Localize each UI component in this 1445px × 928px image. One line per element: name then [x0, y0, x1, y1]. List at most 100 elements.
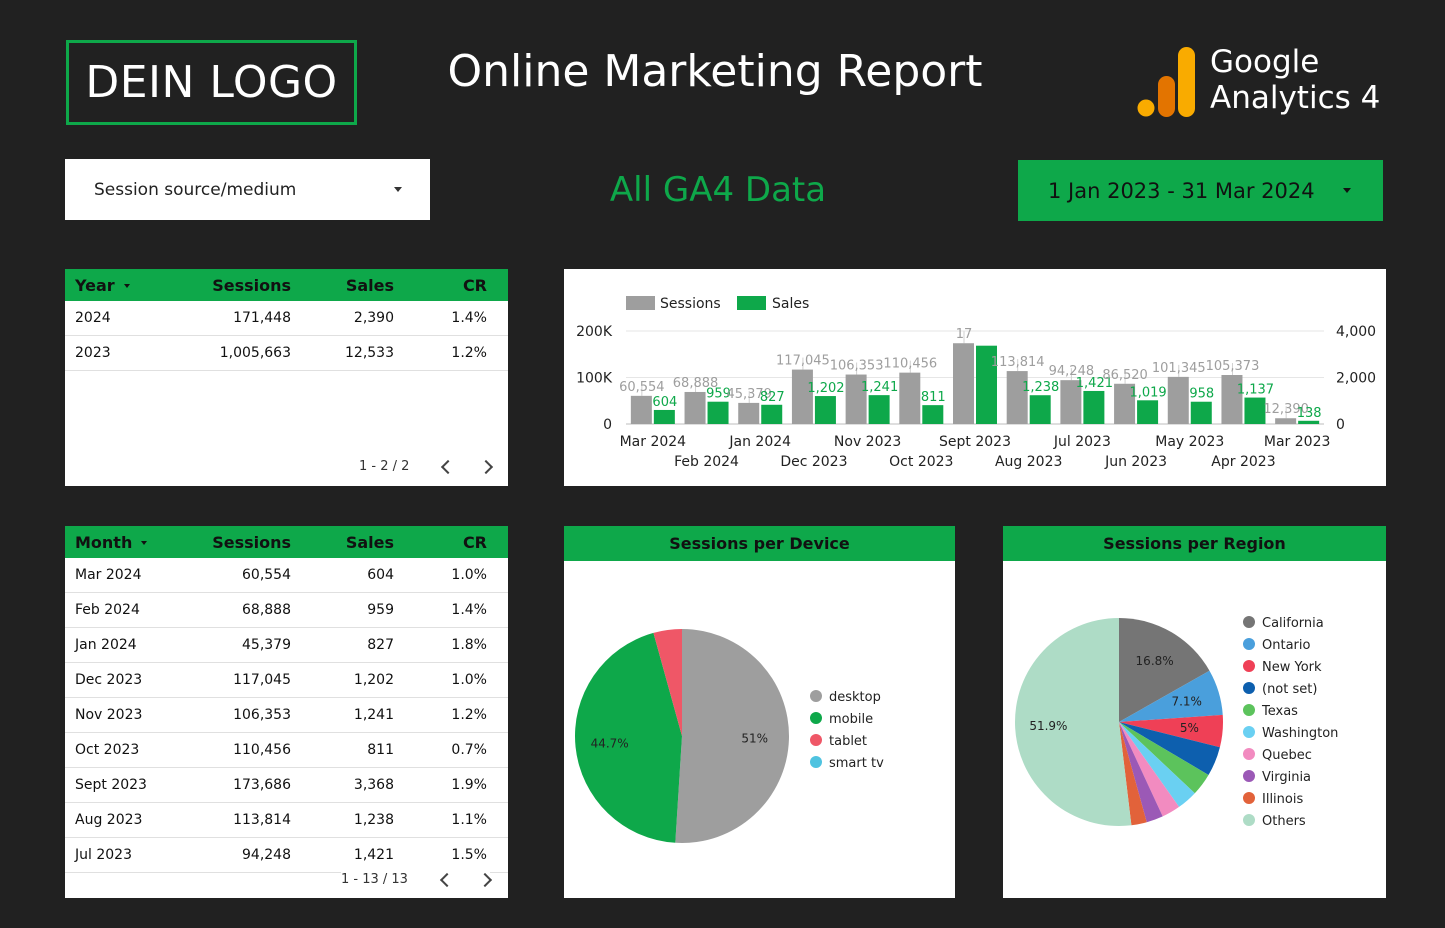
table-cell: 1.9%	[451, 777, 487, 793]
table-cell: 117,045	[233, 672, 291, 688]
pagination-label: 1 - 13 / 13	[341, 872, 408, 887]
data-label-sales: 604	[652, 395, 677, 410]
data-label-sales: 958	[1189, 387, 1214, 402]
data-label-sessions: 101,345	[1152, 361, 1206, 376]
session-source-medium-dropdown[interactable]: Session source/medium	[65, 159, 430, 220]
pie-slice-new-york[interactable]	[1119, 714, 1223, 748]
bar-sales[interactable]	[1029, 395, 1051, 424]
data-label-sales: 811	[921, 390, 946, 405]
sort-caret-icon	[123, 284, 130, 288]
pie-slice--not-set-[interactable]	[1119, 722, 1220, 775]
table-cell: 1.1%	[451, 812, 487, 828]
pie-slice-california[interactable]	[1119, 618, 1210, 722]
table-cell: Jul 2023	[75, 847, 132, 863]
table-cell: Mar 2024	[75, 567, 142, 583]
bar-sales[interactable]	[761, 404, 783, 424]
legend-label: Virginia	[1262, 770, 1311, 785]
bar-sales[interactable]	[653, 409, 675, 424]
pie-slice-texas[interactable]	[1119, 722, 1209, 794]
chevron-right-icon[interactable]	[479, 459, 494, 474]
bar-sessions[interactable]	[684, 391, 706, 424]
legend-label: mobile	[829, 712, 873, 727]
logo-placeholder: DEIN LOGO	[66, 40, 357, 125]
column-header-sales[interactable]: Sales	[345, 275, 394, 295]
pie-slice-washington[interactable]	[1119, 722, 1195, 807]
table-cell: 45,379	[242, 637, 291, 653]
pie-slice-label: 44.7%	[591, 737, 629, 751]
bar-sessions[interactable]	[1114, 383, 1136, 424]
column-header-cr[interactable]: CR	[462, 275, 487, 295]
bar-sessions[interactable]	[630, 395, 652, 424]
pie-slice-ontario[interactable]	[1119, 670, 1223, 722]
bar-sessions[interactable]	[1060, 380, 1082, 424]
pie-slice-label: 51%	[741, 731, 768, 745]
table-cell: Nov 2023	[75, 707, 143, 723]
table-cell: 1.2%	[451, 707, 487, 723]
date-range-label: 1 Jan 2023 - 31 Mar 2024	[1048, 178, 1315, 203]
table-cell: 0.7%	[451, 742, 487, 758]
data-label-sales: 1,019	[1129, 385, 1166, 400]
chart-legend: Sessions Sales	[626, 296, 809, 312]
table-cell: 3,368	[353, 777, 394, 793]
column-header-year[interactable]: Year	[65, 276, 185, 295]
data-label-sessions: 12,390	[1263, 402, 1309, 417]
x-tick-label: Nov 2023	[834, 434, 901, 450]
chevron-left-icon[interactable]	[441, 459, 456, 474]
data-label-sessions: 94,248	[1049, 364, 1095, 379]
bar-sessions[interactable]	[1275, 418, 1297, 424]
pie-slice-others[interactable]	[1015, 618, 1132, 826]
table-cell: 811	[367, 742, 394, 758]
bar-sales[interactable]	[1190, 401, 1212, 424]
bar-sessions[interactable]	[1221, 375, 1243, 424]
bar-sales[interactable]	[1137, 400, 1159, 424]
table-cell: 1.5%	[451, 847, 487, 863]
date-range-picker[interactable]: 1 Jan 2023 - 31 Mar 2024	[1018, 160, 1383, 221]
bar-sales[interactable]	[868, 395, 890, 424]
y-tick-label-right: 4,000	[1336, 324, 1376, 340]
bar-sessions[interactable]	[899, 372, 921, 424]
table-cell: 113,814	[233, 812, 291, 828]
chevron-right-icon[interactable]	[477, 872, 493, 887]
bar-sessions[interactable]	[845, 374, 867, 424]
x-tick-label: Aug 2023	[995, 454, 1062, 470]
bar-sales[interactable]	[922, 405, 944, 424]
ga-wordmark-line1: Google	[1210, 44, 1320, 80]
pie-slice-tablet[interactable]	[653, 629, 682, 736]
pie-slice-illinois[interactable]	[1119, 722, 1147, 826]
bar-sales[interactable]	[1298, 420, 1320, 424]
table-row: 2024 171,448 2,390 1.4%	[65, 301, 508, 336]
pie-slice-label: 51.9%	[1029, 719, 1067, 733]
column-header-sessions[interactable]: Sessions	[212, 532, 291, 552]
bar-sales[interactable]	[1244, 397, 1266, 424]
bar-sessions[interactable]	[1006, 371, 1028, 424]
pie-slice-virginia[interactable]	[1119, 722, 1163, 823]
pie-slice-quebec[interactable]	[1119, 722, 1180, 817]
year-table: Year Sessions Sales CR 2024 171,448 2,390 1…	[65, 269, 508, 486]
sessions-sales-bar-chart: Sessions Sales 0 0 100K 2,000 200K 4,000 60,554 6…	[564, 269, 1386, 486]
bar-sales[interactable]	[1083, 390, 1105, 424]
legend-dot	[1243, 660, 1255, 672]
chevron-left-icon[interactable]	[439, 872, 455, 887]
table-cell: 12,533	[345, 345, 394, 361]
table-row: Sept 2023 173,686 3,368 1.9%	[65, 768, 508, 803]
column-header-cr[interactable]: CR	[462, 532, 487, 552]
bar-sessions[interactable]	[953, 343, 974, 424]
column-header-sales[interactable]: Sales	[345, 532, 394, 552]
column-header-sessions[interactable]: Sessions	[212, 275, 291, 295]
bar-sales[interactable]	[976, 345, 997, 424]
bar-sessions[interactable]	[1167, 376, 1189, 424]
legend-dot	[1243, 814, 1255, 826]
bar-sessions[interactable]	[791, 369, 813, 424]
legend-label: Quebec	[1262, 748, 1312, 763]
pie-slice-label: 7.1%	[1171, 695, 1202, 709]
bar-sales[interactable]	[814, 396, 836, 424]
legend-label: Others	[1262, 814, 1306, 829]
bar-sessions[interactable]	[738, 402, 760, 424]
bar-sales[interactable]	[707, 401, 729, 424]
table-cell: Aug 2023	[75, 812, 143, 828]
column-header-month[interactable]: Month	[65, 533, 185, 552]
pie-slice-mobile[interactable]	[575, 632, 682, 843]
pie-slice-desktop[interactable]	[675, 629, 790, 843]
table-cell: 1,241	[353, 707, 394, 723]
table-row: Dec 2023 117,045 1,202 1.0%	[65, 663, 508, 698]
